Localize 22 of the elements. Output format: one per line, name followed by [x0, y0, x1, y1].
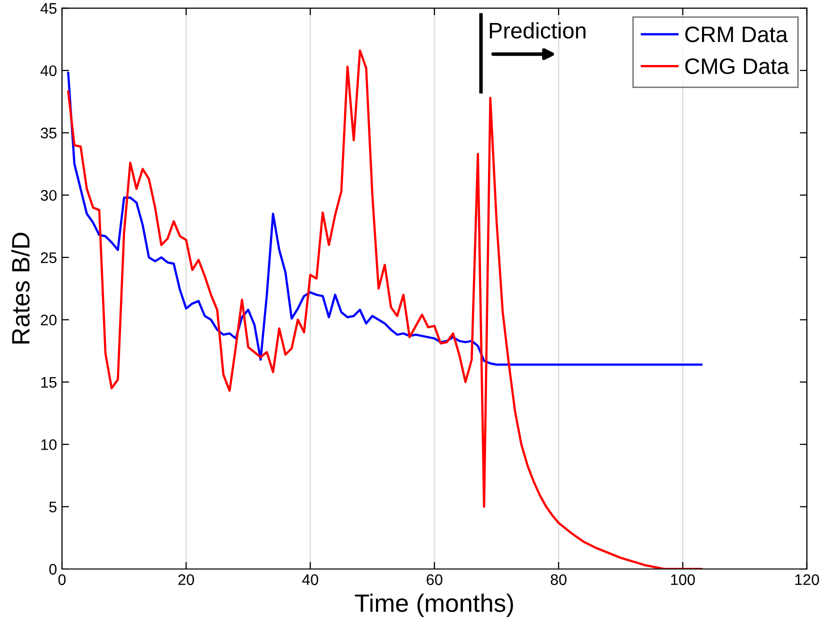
y-axis-title: Rates B/D [11, 232, 30, 344]
annotation: Prediction [490, 22, 586, 39]
x-tick-label: 100 [671, 574, 695, 586]
y-tick-label: 35 [40, 128, 56, 138]
x-tick-label: 80 [550, 574, 566, 586]
y-tick-label: 5 [49, 502, 56, 512]
y-tick-label: 30 [40, 190, 57, 201]
x-axis-title: Time (months) [354, 594, 513, 617]
y-tick-label: 40 [40, 65, 57, 76]
x-tick-label: 40 [302, 574, 318, 586]
legend-label: CMG Data [685, 58, 790, 74]
y-tick-label: 10 [41, 439, 57, 450]
y-tick-label: 15 [41, 377, 56, 388]
y-tick-label: 0 [49, 564, 57, 575]
legend-label: CRM Data [685, 26, 788, 42]
y-tick-label: 45 [40, 3, 56, 14]
x-tick-label: 60 [426, 574, 442, 586]
y-tick-label: 25 [40, 252, 56, 264]
x-tick-label: 20 [178, 574, 194, 586]
x-tick-label: 120 [795, 574, 820, 586]
x-tick-label: 0 [58, 574, 66, 586]
y-tick-label: 20 [40, 314, 57, 326]
